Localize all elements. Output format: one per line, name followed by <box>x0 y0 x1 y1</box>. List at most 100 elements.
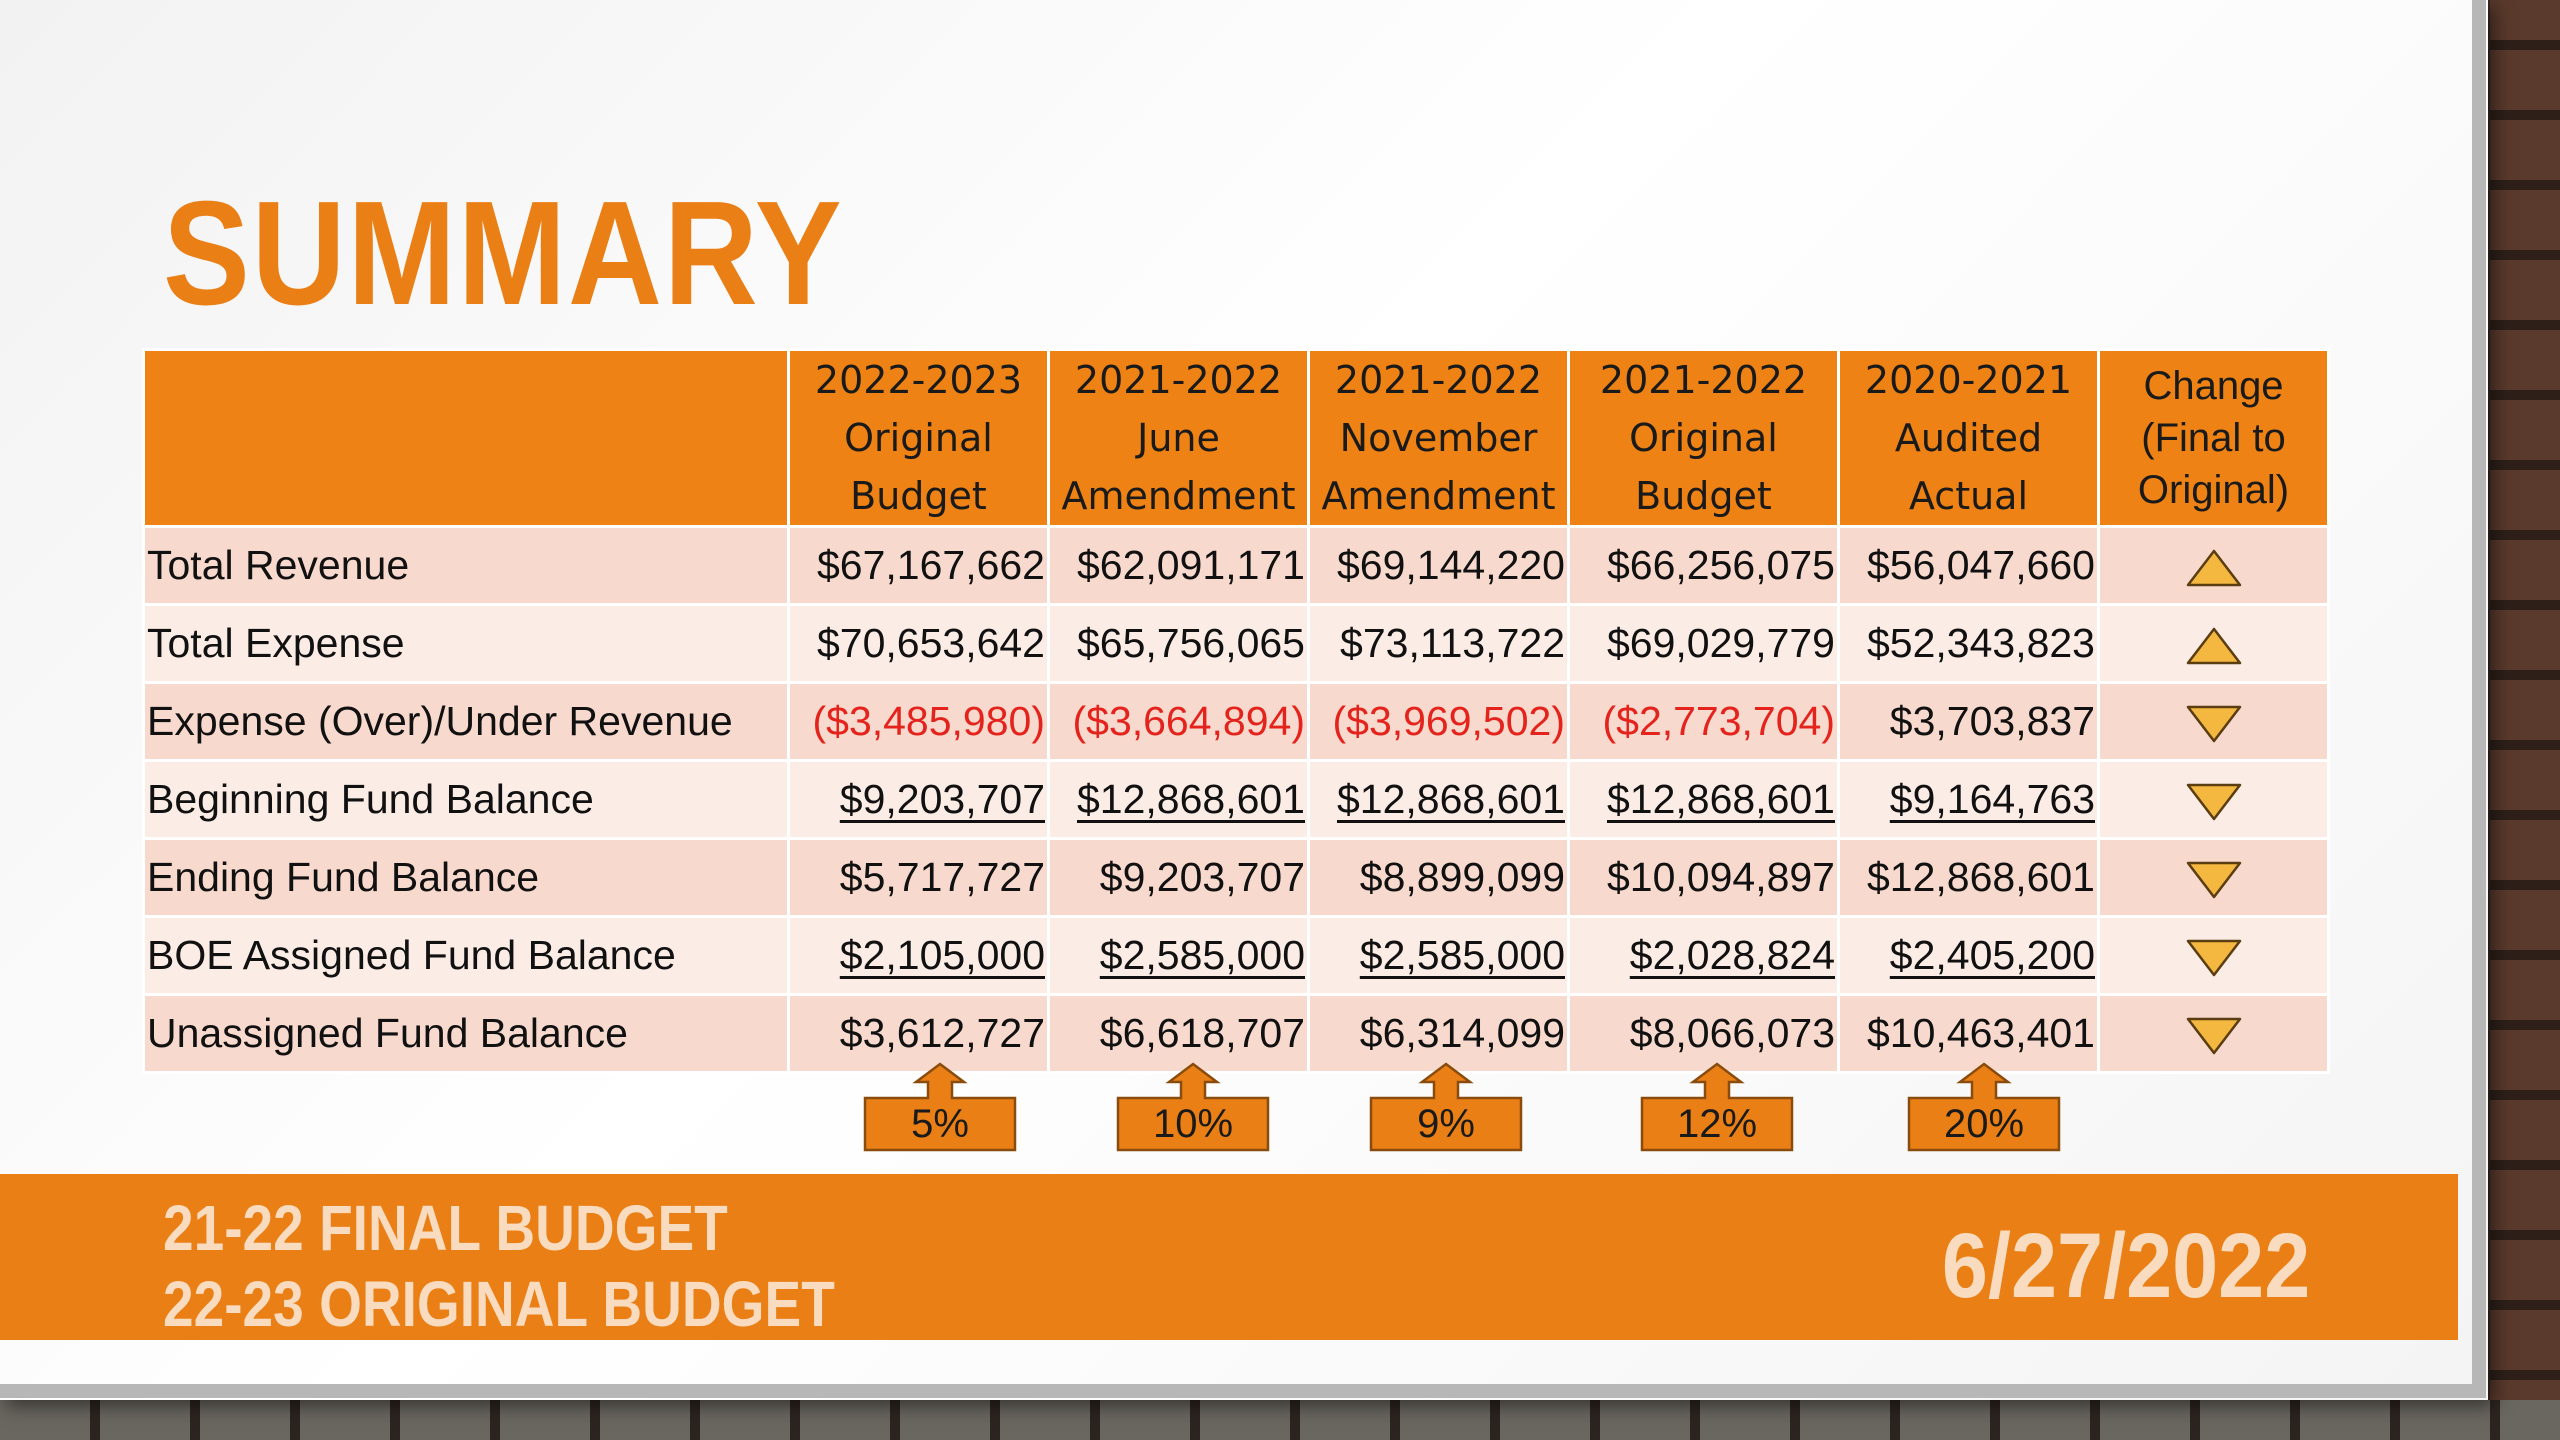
callout-arrow-shape <box>863 1062 1017 1152</box>
table-header-row: 2022-2023 Original Budget 2021-2022 June… <box>142 348 2330 528</box>
row-value: $69,029,779 <box>1567 603 1840 684</box>
header-2021-2022-november-amendment: 2021-2022 November Amendment <box>1307 348 1570 528</box>
percentage-callout: 9% <box>1369 1062 1523 1152</box>
header-2020-2021-audited-actual: 2020-2021 Audited Actual <box>1837 348 2100 528</box>
row-label: Total Expense <box>142 603 790 684</box>
footer-line-2: 22-23 ORIGINAL BUDGET <box>163 1268 835 1340</box>
brick-wall-bottom <box>0 1400 2560 1440</box>
percentage-callout: 5% <box>863 1062 1017 1152</box>
row-value: $8,066,073 <box>1567 993 1840 1074</box>
row-value: $66,256,075 <box>1567 525 1840 606</box>
value-text: $6,314,099 <box>1359 1010 1565 1056</box>
value-text: $5,717,727 <box>839 854 1045 900</box>
value-text: $2,585,000 <box>1359 932 1565 978</box>
percentage-callout: 20% <box>1907 1062 2061 1152</box>
triangle-down-icon <box>2186 1017 2241 1055</box>
value-text: $2,105,000 <box>839 932 1045 978</box>
footer-title: 21-22 FINAL BUDGET 22-23 ORIGINAL BUDGET <box>163 1190 835 1342</box>
row-value: $3,612,727 <box>787 993 1050 1074</box>
callout-body <box>863 1062 1017 1152</box>
table-row: Expense (Over)/Under Revenue ($3,485,980)… <box>142 681 2330 762</box>
header-2021-2022-original-budget: 2021-2022 Original Budget <box>1567 348 1840 528</box>
table-row: Total Revenue $67,167,662 $62,091,171 $69,1… <box>142 525 2330 606</box>
row-value: $10,463,401 <box>1837 993 2100 1074</box>
value-text: $3,703,837 <box>1889 698 2095 744</box>
triangle-up-icon <box>2186 627 2241 665</box>
header-2022-2023-original-budget: 2022-2023 Original Budget <box>787 348 1050 528</box>
change-indicator <box>2097 837 2330 918</box>
table-row: BOE Assigned Fund Balance $2,105,000 $2,58… <box>142 915 2330 996</box>
row-value: $12,868,601 <box>1837 837 2100 918</box>
row-value: $3,703,837 <box>1837 681 2100 762</box>
value-text: $8,899,099 <box>1359 854 1565 900</box>
value-text: ($3,485,980) <box>812 698 1045 744</box>
change-indicator <box>2097 993 2330 1074</box>
brick-wall-right <box>2490 0 2560 1440</box>
callout-arrow-shape <box>1369 1062 1523 1152</box>
value-text: $3,612,727 <box>839 1010 1045 1056</box>
change-indicator <box>2097 525 2330 606</box>
table-body: Total Revenue $67,167,662 $62,091,171 $69,1… <box>142 525 2330 1074</box>
row-value: $67,167,662 <box>787 525 1050 606</box>
triangle-shape <box>2186 549 2241 587</box>
value-text: $10,463,401 <box>1866 1010 2095 1056</box>
callout-arrow-shape <box>1116 1062 1270 1152</box>
callout-arrow-shape <box>1640 1062 1794 1152</box>
footer-line-1: 21-22 FINAL BUDGET <box>163 1192 728 1264</box>
row-value: $8,899,099 <box>1307 837 1570 918</box>
triangle-down-icon <box>2186 861 2241 899</box>
value-text: $9,203,707 <box>1099 854 1305 900</box>
row-value: $12,868,601 <box>1567 759 1840 840</box>
percentage-label: 9% <box>1417 1102 1475 1146</box>
row-value: $73,113,722 <box>1307 603 1570 684</box>
value-text: $10,094,897 <box>1606 854 1835 900</box>
value-text: $2,028,824 <box>1629 932 1835 978</box>
row-value: $69,144,220 <box>1307 525 1570 606</box>
value-text: $12,868,601 <box>1336 776 1565 822</box>
row-value: $65,756,065 <box>1047 603 1310 684</box>
value-text: $70,653,642 <box>816 620 1045 666</box>
row-value: $6,618,707 <box>1047 993 1310 1074</box>
value-text: $56,047,660 <box>1866 542 2095 588</box>
percentage-callouts: 5% 10% 9% 12% 20% <box>0 1062 2488 1152</box>
value-text: ($3,664,894) <box>1072 698 1305 744</box>
footer-date: 6/27/2022 <box>1941 1215 2310 1317</box>
row-label: BOE Assigned Fund Balance <box>142 915 790 996</box>
row-value: ($3,969,502) <box>1307 681 1570 762</box>
header-blank <box>142 348 790 528</box>
change-indicator <box>2097 915 2330 996</box>
value-text: $67,167,662 <box>816 542 1045 588</box>
triangle-down-icon <box>2186 939 2241 977</box>
percentage-callout: 12% <box>1640 1062 1794 1152</box>
row-label: Beginning Fund Balance <box>142 759 790 840</box>
value-text: $2,405,200 <box>1889 932 2095 978</box>
row-value: $70,653,642 <box>787 603 1050 684</box>
value-text: $52,343,823 <box>1866 620 2095 666</box>
value-text: ($2,773,704) <box>1602 698 1835 744</box>
change-indicator <box>2097 603 2330 684</box>
value-text: $66,256,075 <box>1606 542 1835 588</box>
value-text: $73,113,722 <box>1340 620 1565 666</box>
row-value: $9,203,707 <box>1047 837 1310 918</box>
row-value: $12,868,601 <box>1307 759 1570 840</box>
triangle-up-icon <box>2186 549 2241 587</box>
summary-table: 2022-2023 Original Budget 2021-2022 June… <box>142 348 2330 1074</box>
row-value: $52,343,823 <box>1837 603 2100 684</box>
triangle-shape <box>2186 705 2241 743</box>
value-text: $12,868,601 <box>1606 776 1835 822</box>
row-value: $56,047,660 <box>1837 525 2100 606</box>
row-value: $2,585,000 <box>1047 915 1310 996</box>
table-row: Total Expense $70,653,642 $65,756,065 $73,1… <box>142 603 2330 684</box>
row-value: $6,314,099 <box>1307 993 1570 1074</box>
callout-arrow-shape <box>1907 1062 2061 1152</box>
row-value: $2,028,824 <box>1567 915 1840 996</box>
row-value: ($2,773,704) <box>1567 681 1840 762</box>
row-label: Unassigned Fund Balance <box>142 993 790 1074</box>
value-text: $12,868,601 <box>1076 776 1305 822</box>
row-value: $2,105,000 <box>787 915 1050 996</box>
percentage-label: 12% <box>1676 1102 1758 1146</box>
callout-body <box>1907 1062 2061 1152</box>
value-text: $62,091,171 <box>1076 542 1305 588</box>
callout-body <box>1640 1062 1794 1152</box>
row-label: Expense (Over)/Under Revenue <box>142 681 790 762</box>
